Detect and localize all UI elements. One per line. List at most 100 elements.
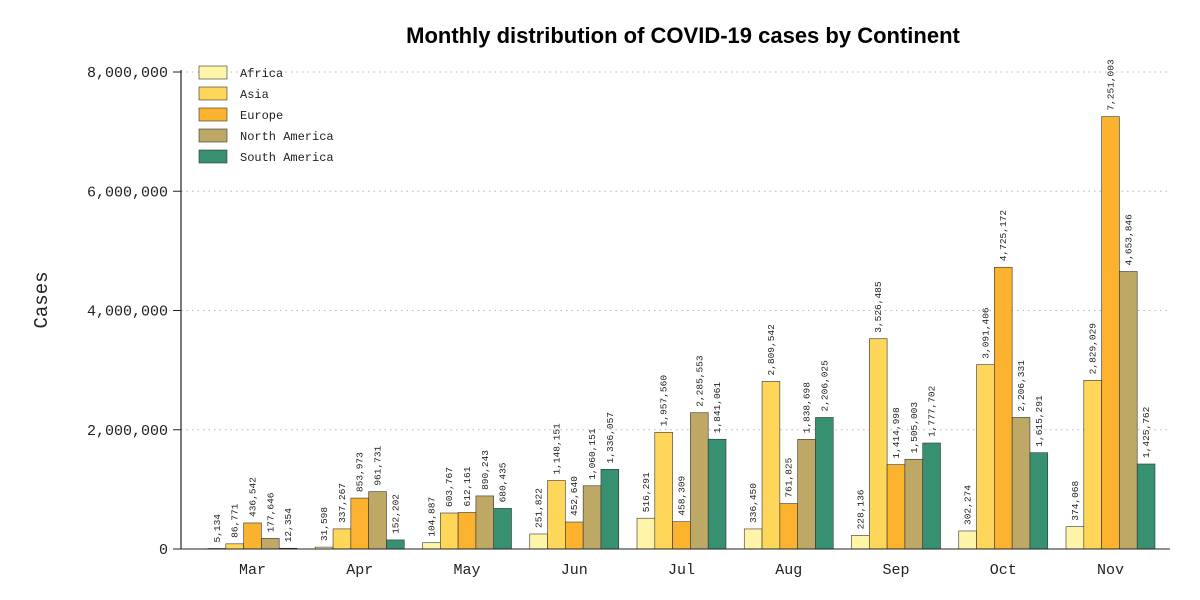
x-tick-label: Apr (346, 562, 373, 579)
data-label: 2,285,553 (694, 355, 705, 407)
legend-label: Africa (240, 67, 283, 81)
data-label: 228,136 (855, 489, 866, 529)
bar-south-america-jul (707, 438, 727, 550)
legend-swatch-north-america (198, 128, 228, 143)
legend-swatch-africa (198, 65, 228, 80)
bar-asia-sep (868, 338, 888, 550)
bar-africa-oct (958, 530, 977, 550)
bar-south-america-aug (815, 417, 834, 550)
y-tick-label: 4,000,000 (87, 304, 168, 321)
bar-south-america-may (493, 508, 512, 550)
legend-label: South America (240, 151, 334, 165)
bar-south-america-jun (600, 469, 620, 550)
x-tick-label: Jul (668, 562, 695, 579)
bar-europe-nov (1101, 116, 1120, 550)
bar-north-america-aug (797, 439, 816, 550)
data-label: 458,309 (677, 475, 688, 515)
bar-asia-oct (976, 364, 995, 550)
bar-europe-aug (779, 503, 798, 550)
bar-south-america-sep (922, 442, 941, 550)
x-tick-label: Jun (561, 562, 588, 579)
data-label: 1,505,003 (909, 402, 920, 454)
data-label: 5,134 (212, 514, 223, 543)
data-label: 4,653,846 (1123, 214, 1134, 266)
data-label: 374,068 (1070, 480, 1081, 520)
data-label: 436,542 (248, 477, 259, 517)
legend-label: Asia (240, 88, 269, 102)
bar-north-america-may (475, 495, 494, 550)
data-label: 86,771 (230, 503, 241, 538)
chart-title: Monthly distribution of COVID-19 cases b… (406, 23, 960, 48)
bar-asia-jun (547, 480, 566, 550)
bar-europe-apr (350, 497, 369, 550)
bar-south-america-apr (386, 539, 405, 550)
legend: Africa Asia Europe North America South Ameri… (198, 65, 334, 165)
data-label: 251,822 (534, 488, 545, 528)
data-label: 680,435 (498, 462, 509, 502)
data-label: 1,336,057 (605, 412, 616, 463)
bar-asia-mar (225, 543, 244, 550)
axes: 0 2,000,000 4,000,000 6,000,000 8,000,000 Mar… (87, 65, 1170, 579)
bar-asia-aug (761, 381, 781, 550)
bar-asia-jul (654, 431, 673, 550)
data-label: 603,767 (444, 467, 455, 507)
data-label: 31,598 (319, 507, 330, 542)
data-label: 1,615,291 (1034, 395, 1045, 447)
y-tick-label: 8,000,000 (87, 65, 168, 82)
data-label: 2,206,025 (819, 360, 830, 412)
bar-north-america-sep (904, 458, 924, 550)
data-label: 2,829,029 (1088, 323, 1099, 375)
data-label: 1,060,151 (587, 428, 598, 480)
data-label: 1,841,061 (712, 382, 723, 434)
legend-swatch-asia (198, 86, 228, 101)
bar-north-america-oct (1011, 417, 1031, 550)
bar-europe-jun (565, 521, 584, 550)
data-label: 3,091,406 (980, 307, 991, 359)
data-label: 612,161 (462, 466, 473, 506)
x-tick-label: Sep (882, 562, 909, 579)
y-axis-label: Cases (31, 271, 53, 328)
data-label: 12,354 (283, 508, 294, 543)
data-label: 3,526,485 (873, 281, 884, 333)
x-tick-label: Nov (1097, 562, 1124, 579)
legend-label: Europe (240, 109, 283, 123)
data-label: 452,640 (569, 476, 580, 516)
y-tick-label: 0 (159, 542, 168, 559)
bar-south-america-nov (1136, 463, 1156, 550)
bar-north-america-jul (690, 412, 709, 550)
bar-north-america-jun (582, 485, 602, 550)
data-label: 1,425,762 (1141, 406, 1152, 458)
bar-europe-sep (886, 464, 906, 550)
bar-europe-jul (672, 521, 691, 550)
bar-north-america-nov (1119, 271, 1138, 550)
data-label: 1,414,998 (891, 407, 902, 459)
bar-africa-jun (529, 533, 548, 550)
y-tick-label: 6,000,000 (87, 184, 168, 201)
data-label: 337,267 (337, 483, 348, 523)
data-label: 761,825 (784, 457, 795, 497)
data-label: 516,291 (641, 472, 652, 512)
bar-africa-aug (743, 528, 763, 550)
data-label: 961,731 (373, 445, 384, 485)
data-label: 4,725,172 (998, 210, 1009, 262)
legend-label: North America (240, 130, 334, 144)
bar-europe-mar (243, 522, 262, 550)
x-tick-label: May (453, 562, 480, 579)
data-label: 853,973 (355, 452, 366, 492)
bar-africa-nov (1065, 526, 1085, 550)
data-label: 104,887 (426, 497, 437, 537)
data-label: 1,148,151 (551, 423, 562, 475)
data-label: 152,202 (390, 494, 401, 534)
bar-europe-oct (994, 266, 1013, 550)
bar-north-america-apr (368, 491, 387, 550)
bar-asia-nov (1083, 380, 1102, 550)
data-label: 177,646 (265, 492, 276, 532)
bar-africa-sep (851, 535, 870, 550)
bar-south-america-oct (1029, 452, 1049, 550)
data-label: 1,838,698 (802, 382, 813, 434)
data-label: 302,274 (963, 485, 974, 525)
bar-asia-apr (332, 528, 352, 550)
legend-swatch-south-america (198, 149, 228, 164)
data-label: 7,251,003 (1106, 59, 1117, 111)
